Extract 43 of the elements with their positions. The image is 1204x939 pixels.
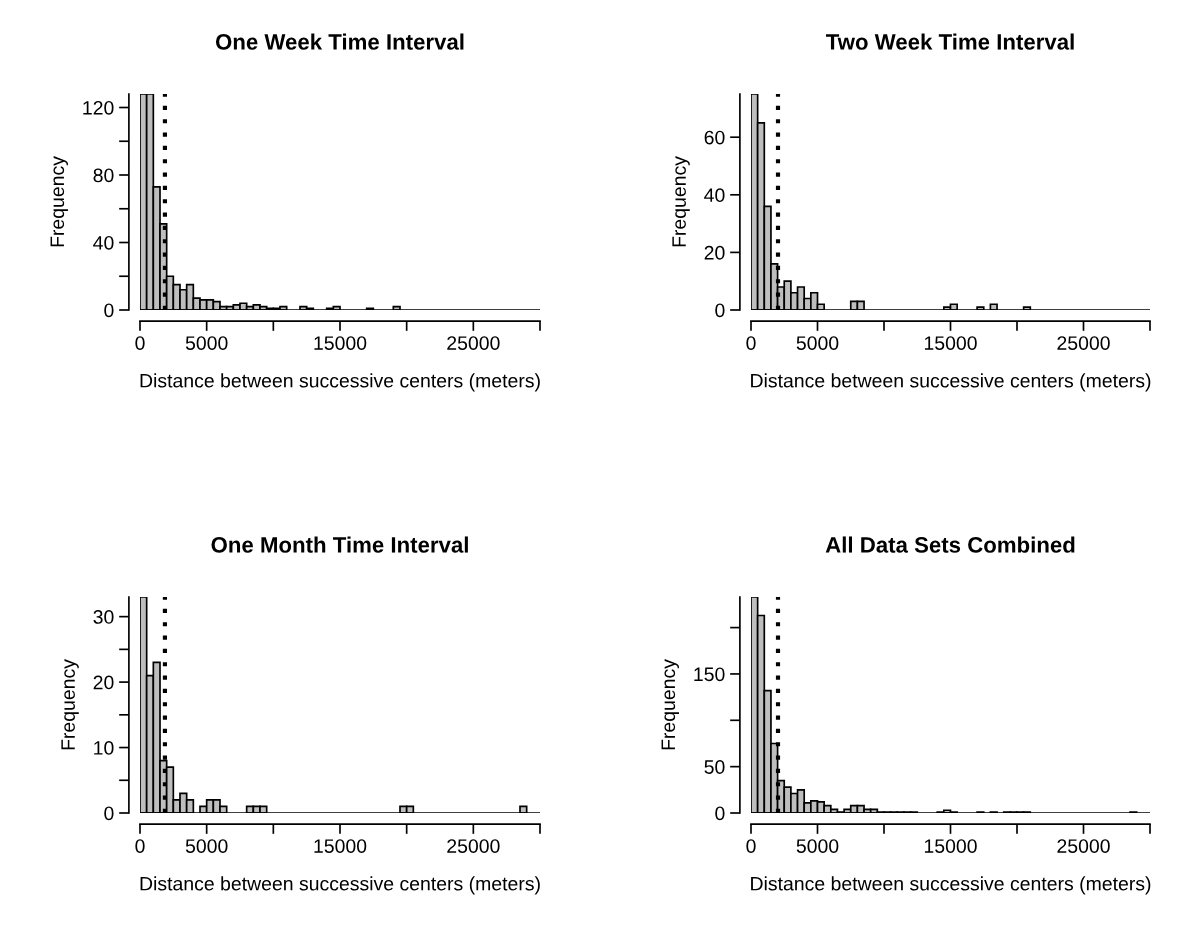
chart-title: Two Week Time Interval xyxy=(826,33,1074,50)
chart-title: One Week Time Interval xyxy=(215,33,464,50)
x-tick-label: 25000 xyxy=(1057,336,1110,350)
y-axis-title: Frequency xyxy=(61,659,79,750)
x-axis-title: Distance between successive centers (meters) xyxy=(751,373,1151,392)
y-tick-label: 50 xyxy=(704,760,725,774)
x-tick-label: 15000 xyxy=(924,839,977,853)
chart-title: All Data Sets Combined xyxy=(825,536,1075,553)
x-tick-label: 0 xyxy=(746,336,756,350)
y-axis-title: Frequency xyxy=(661,659,679,750)
x-tick-label: 5000 xyxy=(185,336,228,350)
x-axis-title: Distance between successive centers (meters) xyxy=(751,876,1151,895)
y-tick-label: 20 xyxy=(93,675,114,690)
y-tick-label: 120 xyxy=(83,100,114,115)
x-axis-title: Distance between successive centers (meters) xyxy=(140,373,540,392)
y-tick-label: 40 xyxy=(93,235,114,250)
y-tick-label: 0 xyxy=(715,303,725,318)
y-tick-label: 0 xyxy=(104,303,114,318)
y-tick-label: 0 xyxy=(104,806,114,821)
y-tick-label: 0 xyxy=(715,806,725,821)
y-axis-title: Frequency xyxy=(672,156,690,247)
x-tick-label: 0 xyxy=(135,336,145,350)
y-tick-label: 10 xyxy=(94,741,114,755)
x-tick-label: 15000 xyxy=(924,336,977,350)
x-tick-label: 25000 xyxy=(447,839,500,853)
y-tick-label: 80 xyxy=(93,168,114,183)
x-tick-label: 5000 xyxy=(796,839,839,853)
x-tick-label: 25000 xyxy=(447,336,500,350)
x-tick-label: 15000 xyxy=(314,839,367,853)
x-tick-label: 0 xyxy=(746,839,756,853)
y-tick-label: 40 xyxy=(704,188,725,203)
y-tick-label: 150 xyxy=(694,667,725,682)
x-tick-label: 5000 xyxy=(185,839,228,853)
y-axis-title: Frequency xyxy=(50,156,68,247)
chart-title: One Month Time Interval xyxy=(211,536,468,553)
y-tick-label: 60 xyxy=(704,130,725,145)
x-tick-label: 5000 xyxy=(796,336,839,350)
y-tick-label: 20 xyxy=(704,245,725,260)
x-tick-label: 0 xyxy=(135,839,145,853)
x-tick-label: 15000 xyxy=(314,336,367,350)
y-tick-label: 30 xyxy=(93,610,114,624)
x-axis-title: Distance between successive centers (meters) xyxy=(140,876,540,895)
x-tick-label: 25000 xyxy=(1057,839,1110,853)
